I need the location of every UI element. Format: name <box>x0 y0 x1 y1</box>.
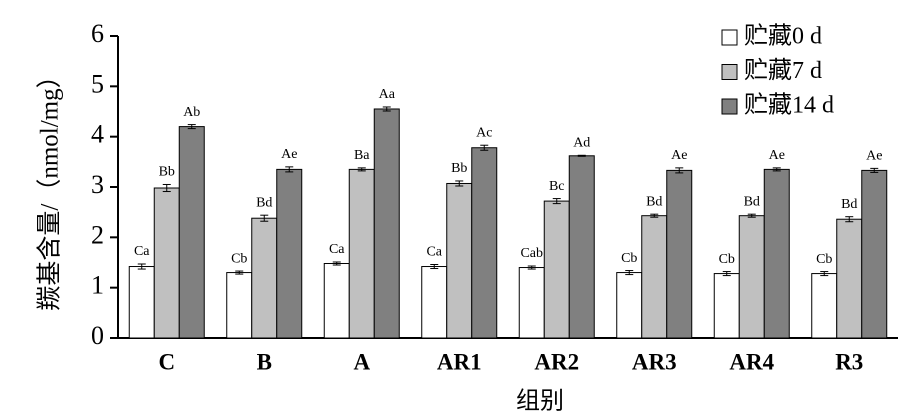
error-bar <box>747 213 756 218</box>
bar-annotation: Bd <box>841 197 857 212</box>
bar <box>738 215 765 339</box>
x-tick-label: AR2 <box>534 349 579 374</box>
bar-annotation: Cab <box>520 246 543 261</box>
bar-annotation: Bd <box>256 195 272 210</box>
bar <box>276 168 303 339</box>
y-tick-label: 3 <box>91 170 104 199</box>
legend-swatch <box>721 98 738 115</box>
bar-annotation: Ae <box>671 148 687 163</box>
bar <box>568 155 595 339</box>
y-tick-label: 1 <box>91 271 104 300</box>
bar-annotation: Cb <box>231 251 247 266</box>
bar <box>811 273 838 339</box>
x-tick-label: C <box>158 349 175 374</box>
x-tick-label: B <box>257 349 272 374</box>
bar-annotation: Ae <box>769 148 785 163</box>
bar <box>713 273 740 339</box>
y-tick-label: 4 <box>91 120 104 149</box>
error-bar <box>357 167 366 172</box>
error-bar <box>845 216 854 223</box>
bar-annotation: Ac <box>476 125 492 140</box>
error-bar <box>137 263 146 270</box>
error-bar <box>722 271 731 277</box>
bar-annotation: Bd <box>744 194 760 209</box>
bar-annotation: Bb <box>451 161 467 176</box>
y-axis-title: 羰基含量/（nmol/mg） <box>36 63 64 310</box>
bar-annotation: Cb <box>621 251 637 266</box>
bar <box>373 108 400 339</box>
bar-annotation: Ad <box>573 136 590 151</box>
error-bar <box>260 214 269 222</box>
bar <box>128 266 155 339</box>
error-bar <box>162 183 171 193</box>
bar <box>323 263 350 339</box>
bar <box>446 182 473 339</box>
bar <box>861 169 888 339</box>
x-tick-label: AR3 <box>632 349 677 374</box>
bar <box>666 169 693 339</box>
bar-annotation: Ae <box>866 149 882 164</box>
error-bar <box>527 265 536 270</box>
bar <box>153 187 180 339</box>
bar-annotation: Bc <box>549 179 565 194</box>
legend-swatch <box>721 64 738 80</box>
bar <box>471 147 498 339</box>
bar-annotation: Ca <box>426 245 442 260</box>
bar <box>226 272 253 339</box>
x-tick-label: A <box>353 349 370 374</box>
error-bar <box>285 166 294 173</box>
bar <box>348 168 375 339</box>
x-axis-title: 组别 <box>516 388 564 415</box>
y-tick-label: 0 <box>91 321 104 350</box>
legend-label: 贮藏0 d <box>744 23 822 50</box>
error-bar <box>455 180 464 187</box>
error-bar <box>870 167 879 173</box>
x-tick-label: AR1 <box>437 349 482 374</box>
legend-label: 贮藏7 d <box>744 57 822 84</box>
bar <box>178 126 205 339</box>
bar <box>641 215 668 339</box>
legend-swatch <box>721 29 738 46</box>
bar-annotation: Ab <box>183 105 200 120</box>
bar-annotation: Bb <box>159 165 175 180</box>
error-bar <box>552 198 561 205</box>
error-bar <box>187 124 196 130</box>
bar <box>518 267 545 339</box>
error-bar <box>332 261 341 266</box>
x-tick-label: AR4 <box>729 349 774 374</box>
bar-annotation: Cb <box>719 252 735 267</box>
legend-label: 贮藏14 d <box>744 92 834 119</box>
bar-annotation: Bd <box>646 194 662 209</box>
error-bar <box>625 270 634 276</box>
bar <box>251 217 278 339</box>
bar-annotation: Cb <box>816 252 832 267</box>
bar-annotation: Ba <box>354 148 370 163</box>
y-tick-label: 2 <box>91 220 104 249</box>
bar <box>421 266 448 339</box>
bar <box>616 272 643 339</box>
error-bar <box>650 213 659 218</box>
error-bar <box>235 270 244 275</box>
x-tick-label: R3 <box>835 349 863 374</box>
bar <box>836 218 863 339</box>
bar-annotation: Aa <box>379 87 396 102</box>
bar-annotation: Ca <box>134 244 150 259</box>
bar-annotation: Ca <box>329 242 345 257</box>
bar <box>763 168 790 339</box>
error-bar <box>430 264 439 270</box>
bar <box>543 200 570 339</box>
error-bar <box>382 106 391 112</box>
bar-annotation: Ae <box>281 147 297 162</box>
error-bar <box>820 271 829 277</box>
y-tick-label: 5 <box>91 69 104 98</box>
error-bar <box>577 154 586 157</box>
error-bar <box>675 167 684 174</box>
error-bar <box>480 144 489 151</box>
y-tick-label: 6 <box>91 19 104 48</box>
error-bar <box>772 167 781 172</box>
